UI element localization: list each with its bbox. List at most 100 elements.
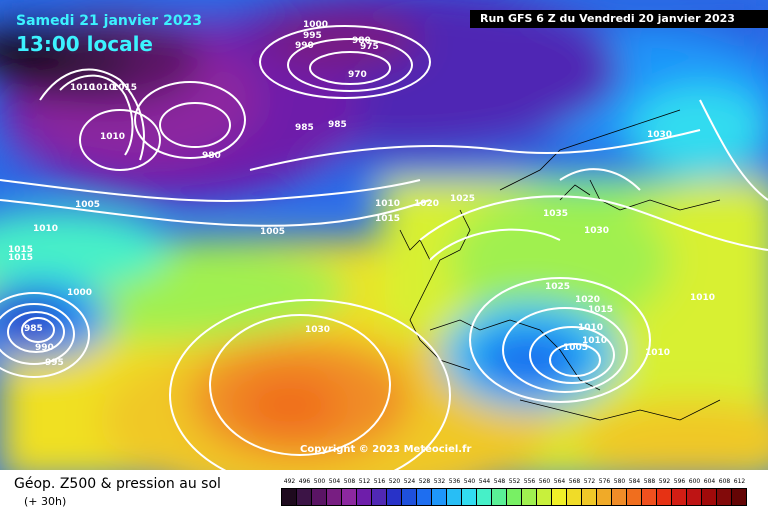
isobar-value: 1010 [90, 83, 115, 93]
legend-label: 560 [538, 478, 551, 485]
legend-swatch [656, 488, 672, 506]
isobar-value: 1005 [75, 200, 100, 210]
legend-swatch [446, 488, 462, 506]
legend-swatch [596, 488, 612, 506]
run-info-banner: Run GFS 6 Z du Vendredi 20 janvier 2023 [470, 10, 768, 28]
isobar-value: 1015 [112, 83, 137, 93]
isobar-value: 990 [295, 41, 314, 51]
isobar-value: 985 [328, 120, 347, 130]
legend-swatch [326, 488, 342, 506]
isobar-value: 1015 [8, 245, 33, 255]
isobar-value: 1015 [8, 253, 33, 263]
forecast-time: 13:00 locale [16, 32, 153, 56]
isobar-value: 980 [202, 151, 221, 161]
isobar-value: 990 [35, 343, 54, 353]
isobar-value: 1005 [563, 343, 588, 353]
isobar-value: 1010 [578, 323, 603, 333]
legend-label: 548 [493, 478, 506, 485]
legend-label: 568 [568, 478, 581, 485]
isobar-value: 980 [352, 36, 371, 46]
isobar-value: 1010 [375, 199, 400, 209]
legend-swatch [476, 488, 492, 506]
isobar-value: 1005 [260, 227, 285, 237]
legend-swatch [431, 488, 447, 506]
legend-swatch [731, 488, 747, 506]
isobar-value: 1030 [305, 325, 330, 335]
legend-swatch [281, 488, 297, 506]
isobar-value: 975 [360, 42, 379, 52]
legend-label: 608 [718, 478, 731, 485]
copyright-notice: Copyright © 2023 Meteociel.fr [300, 444, 472, 455]
isobar-value: 1020 [575, 295, 600, 305]
legend-label: 580 [613, 478, 626, 485]
legend-label: 588 [643, 478, 656, 485]
legend-swatch [506, 488, 522, 506]
legend-swatch [371, 488, 387, 506]
isobar-value: 1000 [303, 20, 328, 30]
legend-swatch [311, 488, 327, 506]
isobar-value: 1010 [70, 83, 95, 93]
isobar-value: 1025 [545, 282, 570, 292]
legend-label: 564 [553, 478, 566, 485]
isobar-value: 995 [303, 31, 322, 41]
legend-label: 492 [283, 478, 296, 485]
legend-swatch [686, 488, 702, 506]
isobar-value: 1010 [100, 132, 125, 142]
isobar-lines [0, 25, 768, 470]
legend-label: 516 [373, 478, 386, 485]
legend-label: 512 [358, 478, 371, 485]
legend-label: 520 [388, 478, 401, 485]
geopotential-field [0, 0, 768, 470]
legend-label: 604 [703, 478, 716, 485]
legend-swatch [296, 488, 312, 506]
isobar-value: 1010 [645, 348, 670, 358]
legend-label: 572 [583, 478, 596, 485]
legend-label: 540 [463, 478, 476, 485]
legend-swatch [461, 488, 477, 506]
legend-swatch [716, 488, 732, 506]
legend-label: 544 [478, 478, 491, 485]
legend-label: 500 [313, 478, 326, 485]
forecast-offset: (+ 30h) [24, 495, 67, 508]
legend-label: 612 [733, 478, 746, 485]
legend-swatch [341, 488, 357, 506]
isobar-value: 1015 [375, 214, 400, 224]
legend-swatch [611, 488, 627, 506]
legend-swatch [356, 488, 372, 506]
legend-swatch [536, 488, 552, 506]
legend-label: 584 [628, 478, 641, 485]
isobar-value: 1010 [582, 336, 607, 346]
isobar-value: 995 [45, 358, 64, 368]
isobar-value: 1000 [67, 288, 92, 298]
isobar-value: 985 [24, 324, 43, 334]
map-title: Géop. Z500 & pression au sol [14, 476, 221, 492]
isobar-value: 985 [295, 123, 314, 133]
legend-label: 556 [523, 478, 536, 485]
isobar-value: 1025 [450, 194, 475, 204]
legend-swatch [671, 488, 687, 506]
isobar-value: 1015 [588, 305, 613, 315]
legend-swatch [416, 488, 432, 506]
legend-label: 532 [433, 478, 446, 485]
legend-swatch [491, 488, 507, 506]
isobar-value: 1030 [584, 226, 609, 236]
legend-label: 528 [418, 478, 431, 485]
legend-swatch [701, 488, 717, 506]
isobar-value: 1030 [647, 130, 672, 140]
isobar-value: 1020 [414, 199, 439, 209]
isobar-value: 1010 [690, 293, 715, 303]
legend-swatch [581, 488, 597, 506]
legend-label: 552 [508, 478, 521, 485]
legend-label: 524 [403, 478, 416, 485]
legend-label: 600 [688, 478, 701, 485]
legend-swatch [386, 488, 402, 506]
legend-label: 536 [448, 478, 461, 485]
legend-label: 504 [328, 478, 341, 485]
legend-label: 496 [298, 478, 311, 485]
isobar-value: 970 [348, 70, 367, 80]
color-scale-legend: 492 496 500 504 508 512 516 520 524 528 532 536 540 5… [280, 478, 750, 508]
legend-swatch [566, 488, 582, 506]
